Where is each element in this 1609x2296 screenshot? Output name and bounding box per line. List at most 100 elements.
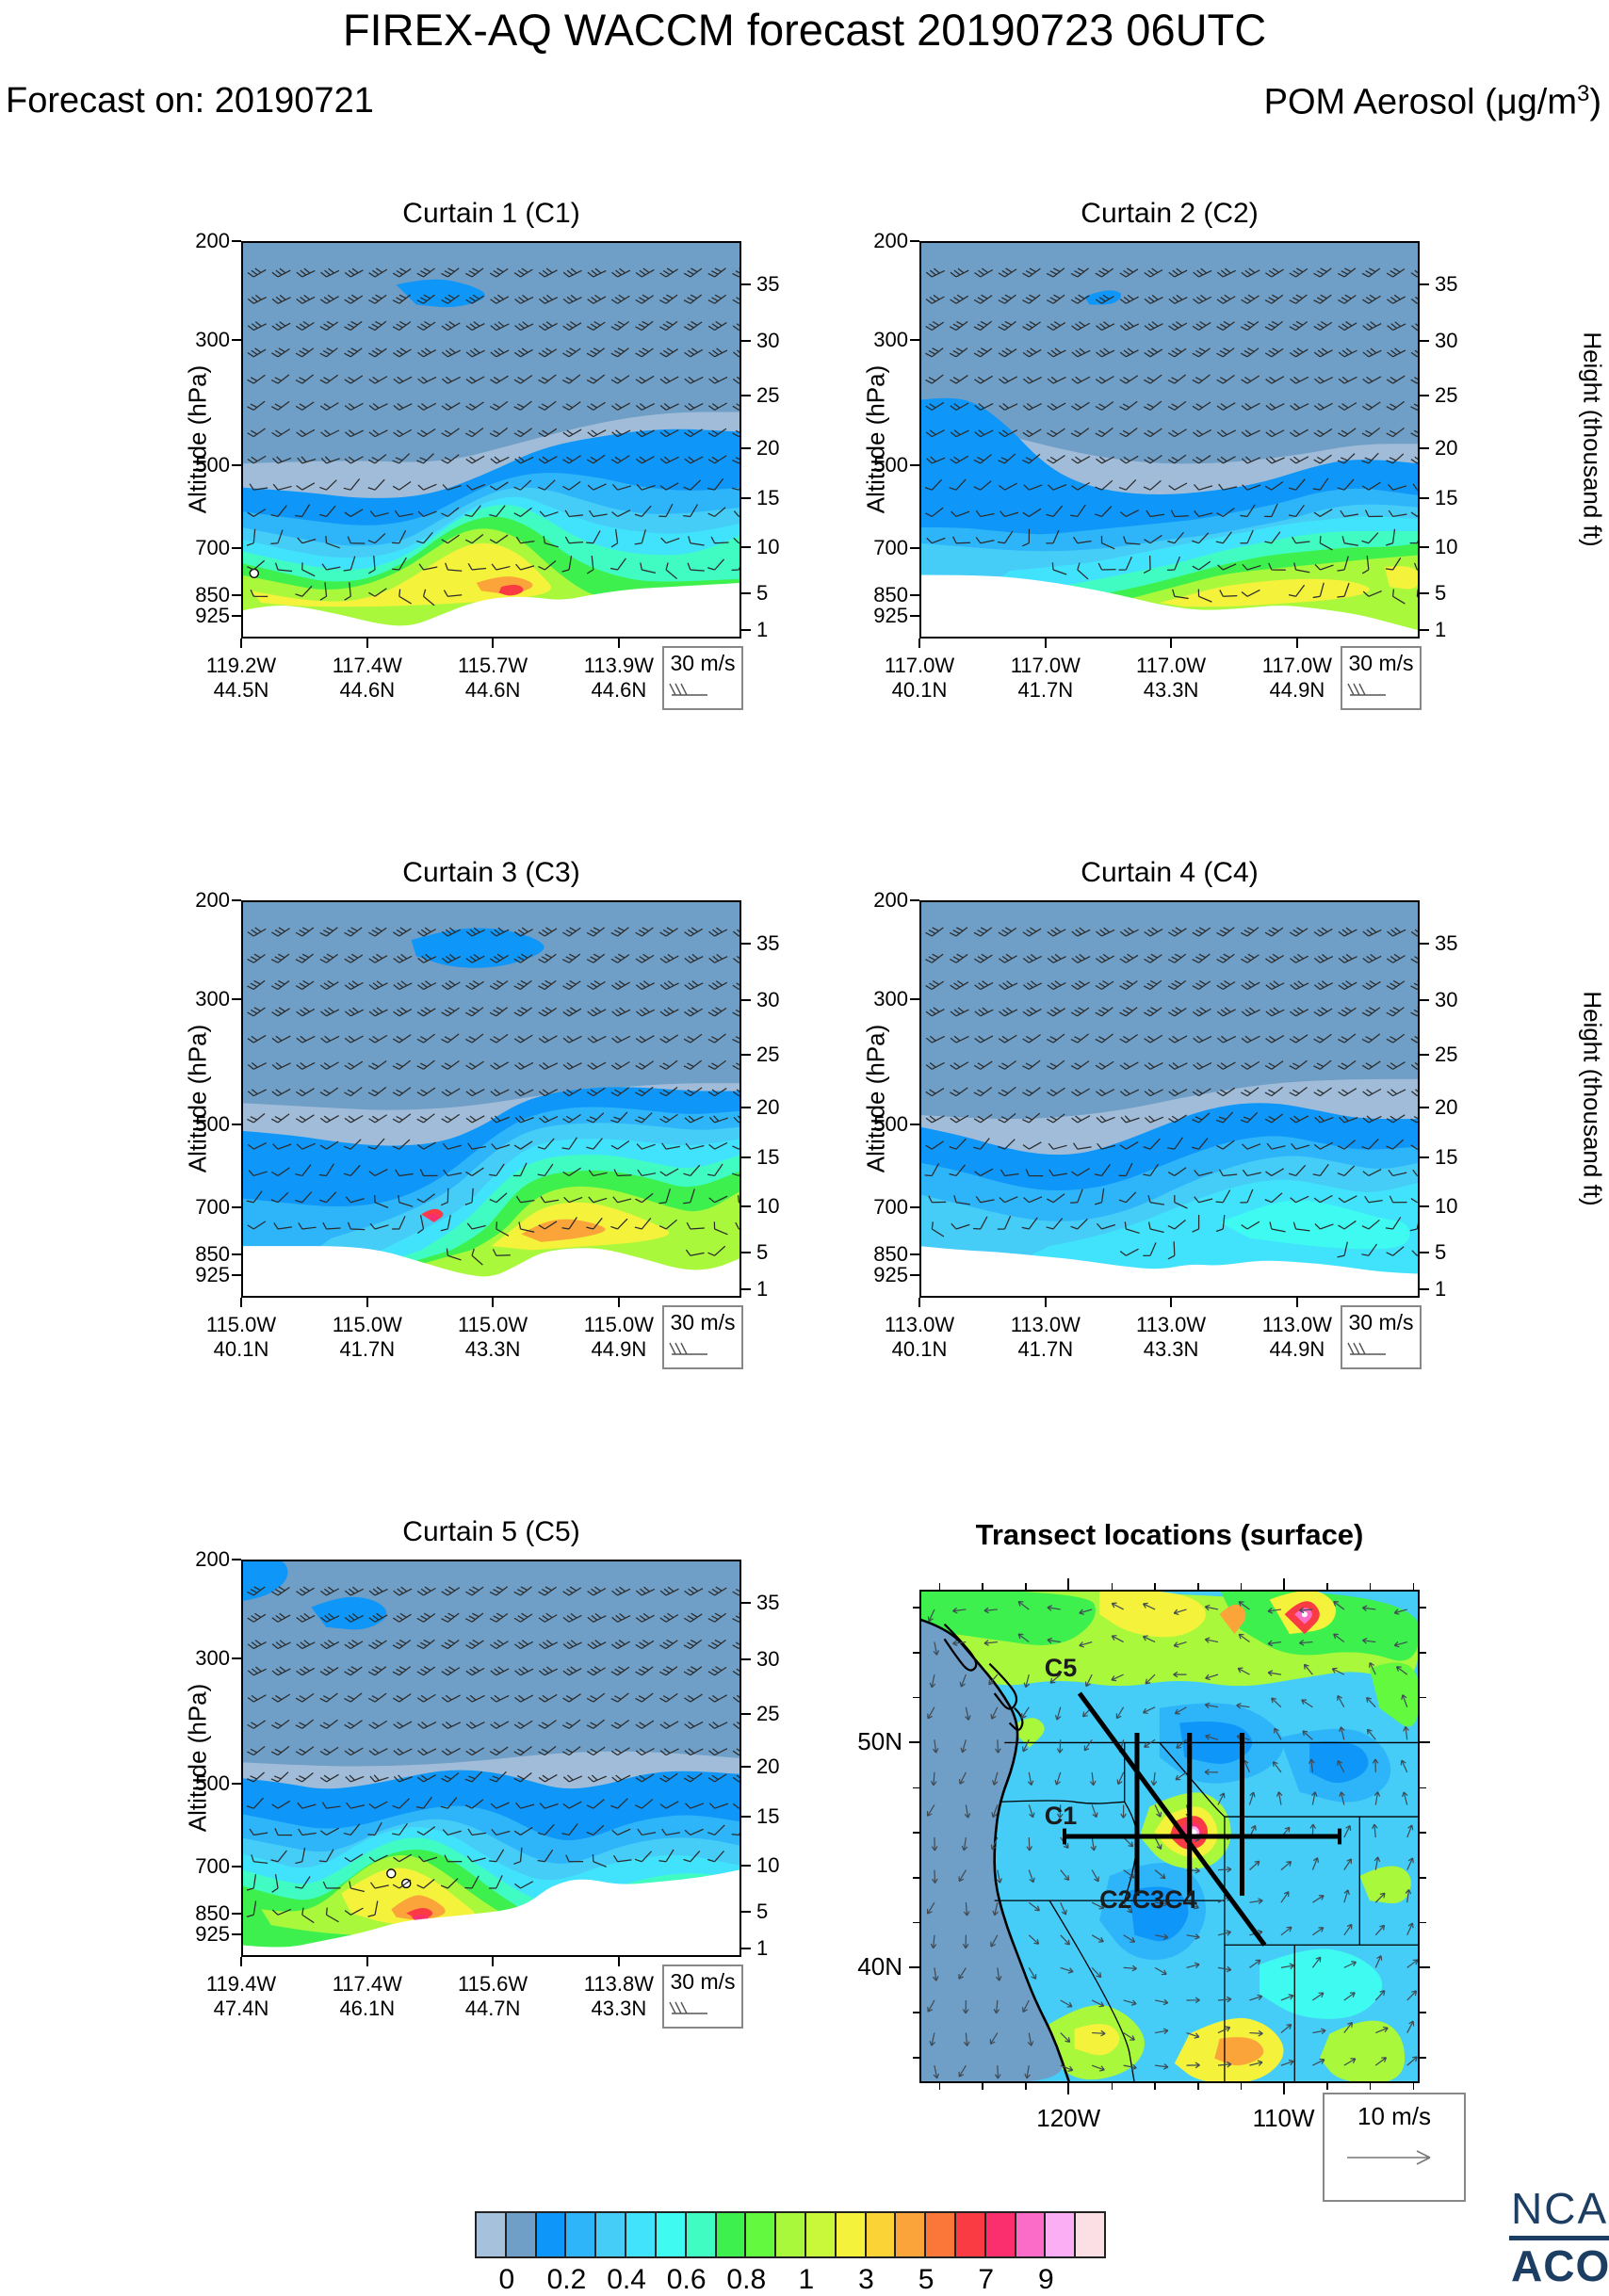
height-axis-label: Height (thousand ft) [1578,991,1607,1206]
lon-label: 119.2W [205,654,277,677]
ncar-logo-text: NCAR [1509,2183,1609,2240]
colorbar-segment-11 [804,2211,837,2258]
panel-title-c5: Curtain 5 (C5) [402,1516,580,1547]
colorbar-label: 0.4 [607,2264,646,2295]
lon-label: 113.8W [583,1972,654,1996]
height-tick-label: 1 [756,1935,769,1960]
x-tick [1170,1298,1173,1307]
aerosol-fill-layers [241,1560,741,1957]
map-wind-arrow-icon [1347,2150,1431,2165]
height-tick [741,1205,751,1207]
pressure-tick-label: 300 [873,987,908,1011]
aerosol-fill-layers [919,1078,1420,1298]
species-exponent: 3 [1576,81,1590,106]
height-tick-label: 15 [756,486,780,510]
pressure-tick [232,339,241,342]
species-label: POM Aerosol (μg/m3) [1264,81,1601,123]
map-minor-tick [1420,1652,1426,1654]
colorbar-segment-10 [774,2211,806,2258]
map-minor-tick [1283,2083,1285,2090]
height-tick-label: 1 [756,1276,769,1301]
colorbar-segment-12 [834,2211,867,2258]
height-tick [741,1054,751,1057]
map-minor-tick [913,1921,919,1924]
height-tick-label: 10 [1435,1193,1458,1218]
height-tick [741,1658,751,1661]
lat-label: 44.6N [591,678,647,702]
height-tick [741,1816,751,1819]
wind-legend-text: 30 m/s [1348,651,1414,675]
map-minor-tick [982,2083,983,2090]
map-minor-tick [913,1652,919,1654]
map-minor-tick [1420,1921,1426,1924]
pressure-tick-label: 850 [195,583,230,607]
x-tick [366,1298,368,1307]
lat-label: 40.1N [891,1337,948,1361]
height-tick [1420,395,1429,397]
pressure-tick [232,546,241,549]
x-tick-label: 115.7W 44.6N [431,654,554,703]
height-tick-label: 1 [1435,617,1447,641]
map-minor-tick [1420,1966,1426,1969]
map-minor-tick [1025,1583,1027,1590]
pressure-tick [910,1274,919,1277]
pressure-tick [910,594,919,597]
lat-label: 44.6N [464,678,521,702]
height-tick-label: 25 [756,1043,780,1067]
lon-label: 119.4W [205,1972,277,1996]
x-tick-label: 113.0W 44.9N [1236,1313,1358,1362]
pressure-tick [232,998,241,1001]
lon-label: 113.0W [1010,1313,1081,1336]
pressure-tick-label: 700 [873,535,908,559]
x-tick [492,639,495,648]
x-tick [366,639,368,648]
map-lon-label: 110W [1252,2104,1315,2132]
pressure-tick-label: 850 [873,1242,908,1267]
pressure-tick [232,240,241,242]
x-tick-label: 117.4W 44.6N [306,654,429,703]
height-tick-label: 30 [1435,329,1458,353]
map-minor-tick [913,1696,919,1699]
map-minor-tick [1197,2083,1199,2090]
panel-title-c3: Curtain 3 (C3) [402,857,580,888]
lat-label: 43.3N [591,1997,647,2020]
map-minor-tick [1369,1583,1372,1590]
height-tick [1420,942,1429,945]
aerosol-fill-layers [241,279,741,639]
acom-logo-text: ACOM [1511,2241,1609,2290]
map-minor-tick [1369,2083,1372,2090]
colorbar-label: 0.6 [666,2264,707,2295]
lon-label: 117.0W [1010,654,1081,677]
lon-label: 113.0W [1135,1313,1207,1336]
map-minor-tick [913,2057,919,2059]
transect-map [919,1590,1420,2083]
colorbar-segment-20 [1074,2211,1107,2258]
pressure-tick-label: 700 [873,1194,908,1219]
height-tick-label: 5 [756,1900,769,1924]
transect-label-c5: C5 [1044,1653,1078,1682]
lon-label: 117.0W [884,654,955,677]
height-tick-label: 30 [756,988,780,1012]
lat-label: 43.3N [464,1337,521,1361]
transect-label-c1: C1 [1044,1802,1078,1831]
map-minor-tick [1420,1832,1426,1834]
wind-legend-text: 30 m/s [670,651,736,675]
colorbar-label: 0.2 [546,2264,587,2295]
height-tick [1420,1156,1429,1159]
height-tick-label: 10 [1435,534,1458,558]
map-minor-tick [1154,2083,1156,2090]
height-tick [741,1252,751,1254]
x-tick [617,1298,620,1307]
map-svg [919,1590,1420,2083]
height-tick [741,942,751,945]
curtain-svg-c5 [241,1560,741,1957]
pressure-tick [910,899,919,901]
map-minor-tick [1326,2083,1328,2090]
height-tick-label: 30 [756,329,780,353]
x-tick-label: 117.0W 41.7N [984,654,1107,703]
pressure-tick-label: 850 [195,1901,230,1926]
curtain-svg-c1 [241,241,741,639]
pressure-tick [232,1657,241,1660]
height-tick [1420,446,1429,449]
lon-label: 117.4W [332,654,402,677]
